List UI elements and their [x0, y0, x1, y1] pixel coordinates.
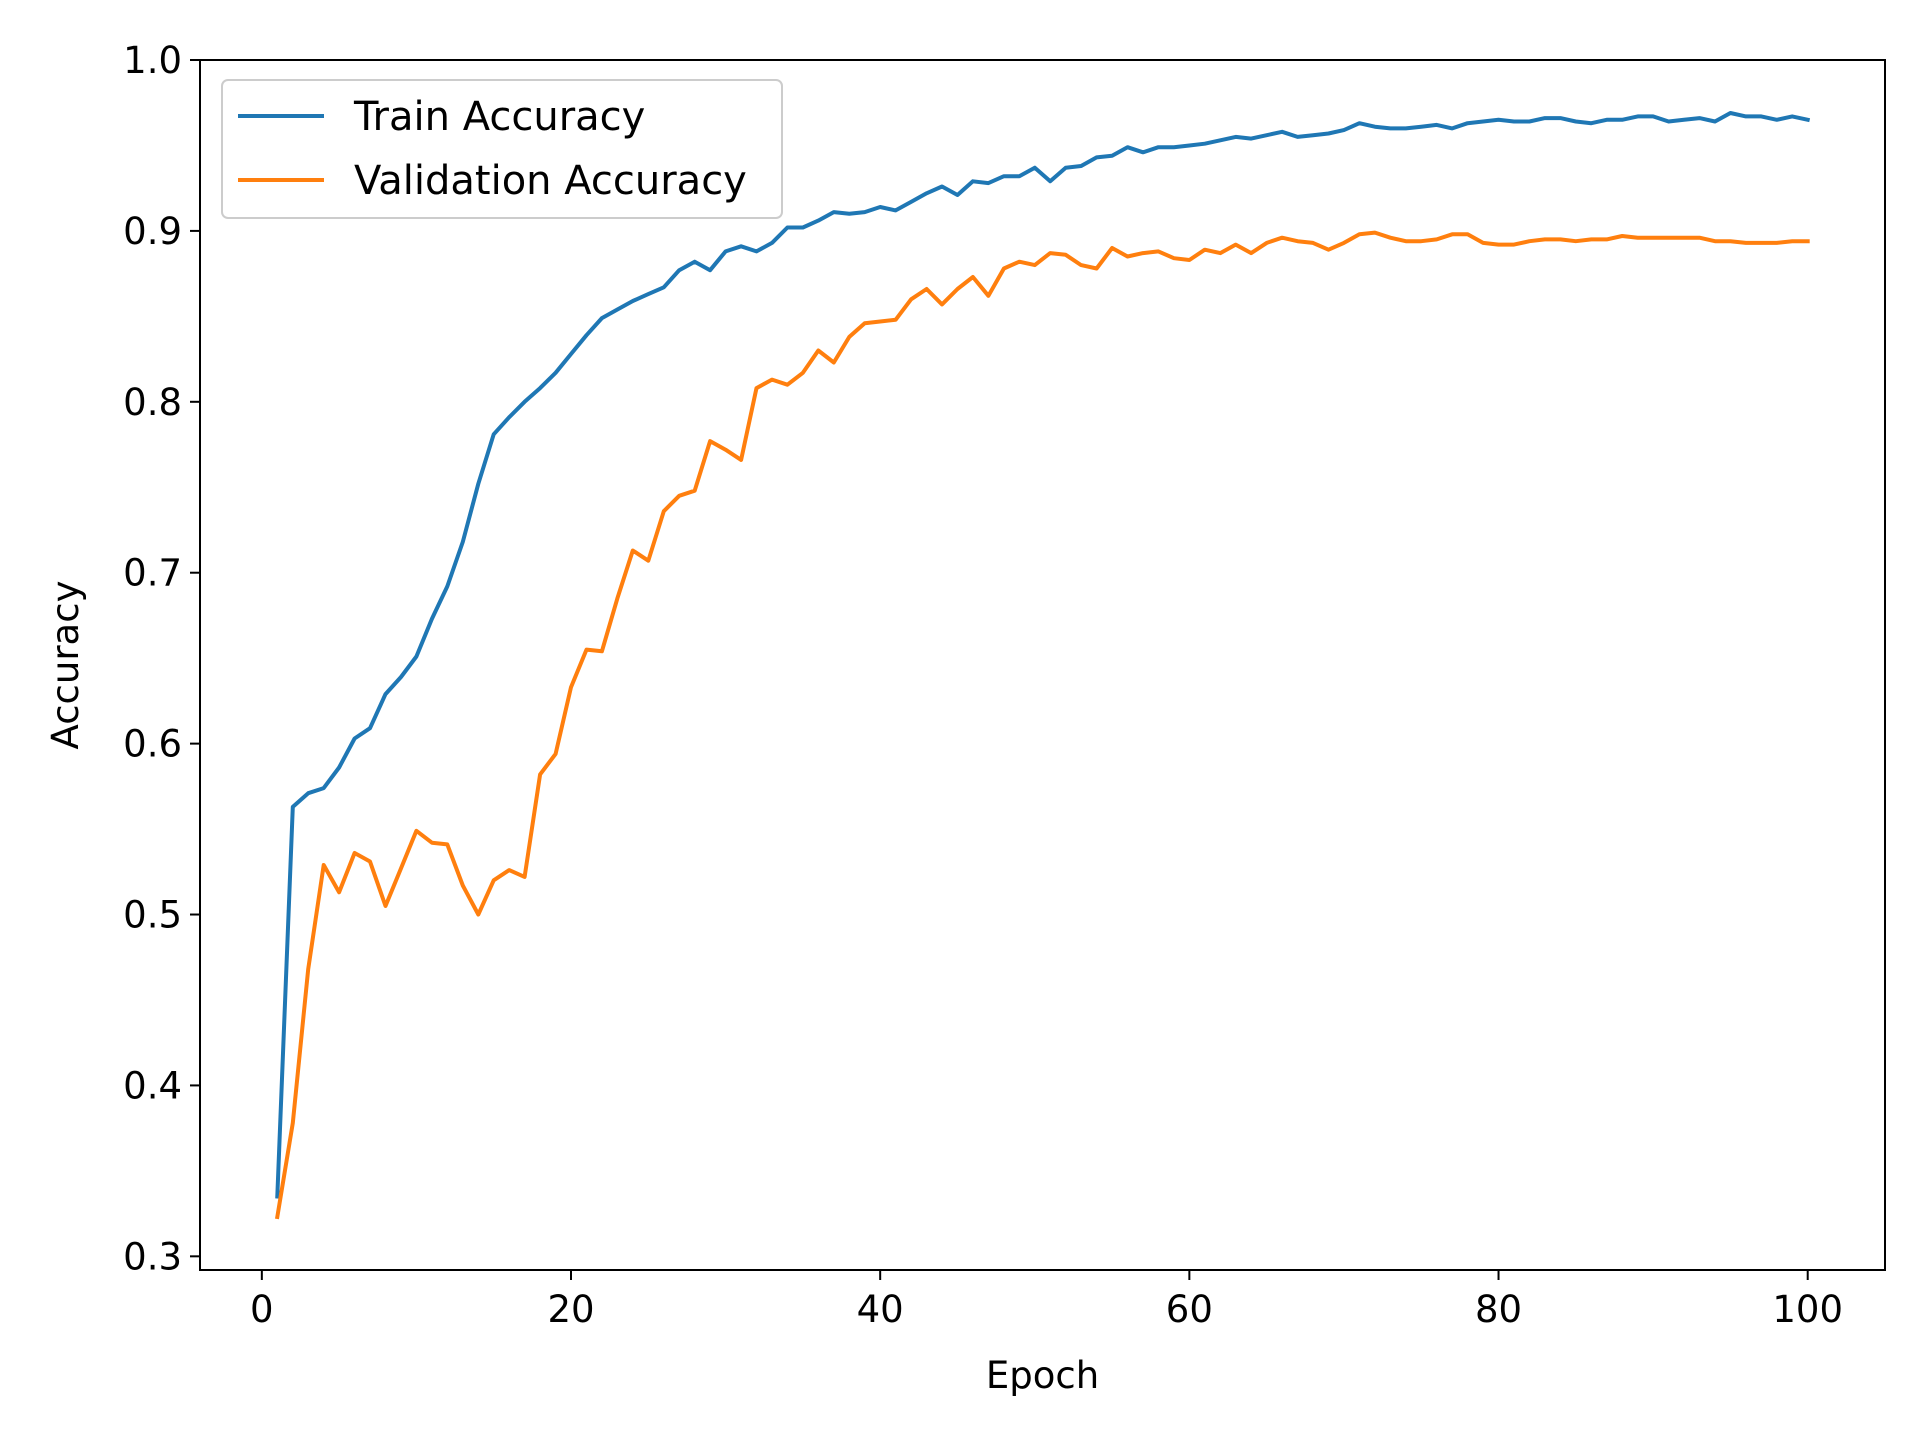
x-tick-label: 0: [250, 1288, 274, 1331]
y-axis-title: Accuracy: [44, 581, 87, 750]
series-layer: [275, 111, 1811, 1220]
x-tick-label: 20: [547, 1288, 594, 1331]
y-tick-label: 0.6: [123, 723, 182, 766]
y-tick-label: 0.5: [123, 894, 182, 937]
legend-label-train: Train Accuracy: [353, 94, 645, 140]
y-tick-label: 1.0: [123, 39, 182, 82]
x-axis-title: Epoch: [986, 1354, 1099, 1397]
train-accuracy-line: [275, 111, 1811, 1199]
plot-area-frame: [199, 59, 1886, 1271]
y-tick-label: 0.7: [123, 552, 182, 595]
x-tick-label: 40: [857, 1288, 904, 1331]
x-tick-label: 100: [1772, 1288, 1843, 1331]
x-tick-label: 80: [1475, 1288, 1522, 1331]
y-tick-label: 0.3: [123, 1235, 182, 1278]
legend-box: [221, 79, 783, 219]
x-tick-label: 60: [1166, 1288, 1213, 1331]
y-tick-label: 0.8: [123, 381, 182, 424]
y-tick-label: 0.4: [123, 1064, 182, 1107]
validation-accuracy-line: [275, 230, 1810, 1220]
legend: Train Accuracy Validation Accuracy: [221, 79, 783, 219]
legend-label-validation: Validation Accuracy: [354, 158, 747, 204]
axes-layer: 0 20 40 60 80 100 0.3 0.4 0.5 0.6 0.7 0.8 0.9 1.0: [123, 39, 1843, 1331]
y-tick-label: 0.9: [123, 210, 182, 253]
